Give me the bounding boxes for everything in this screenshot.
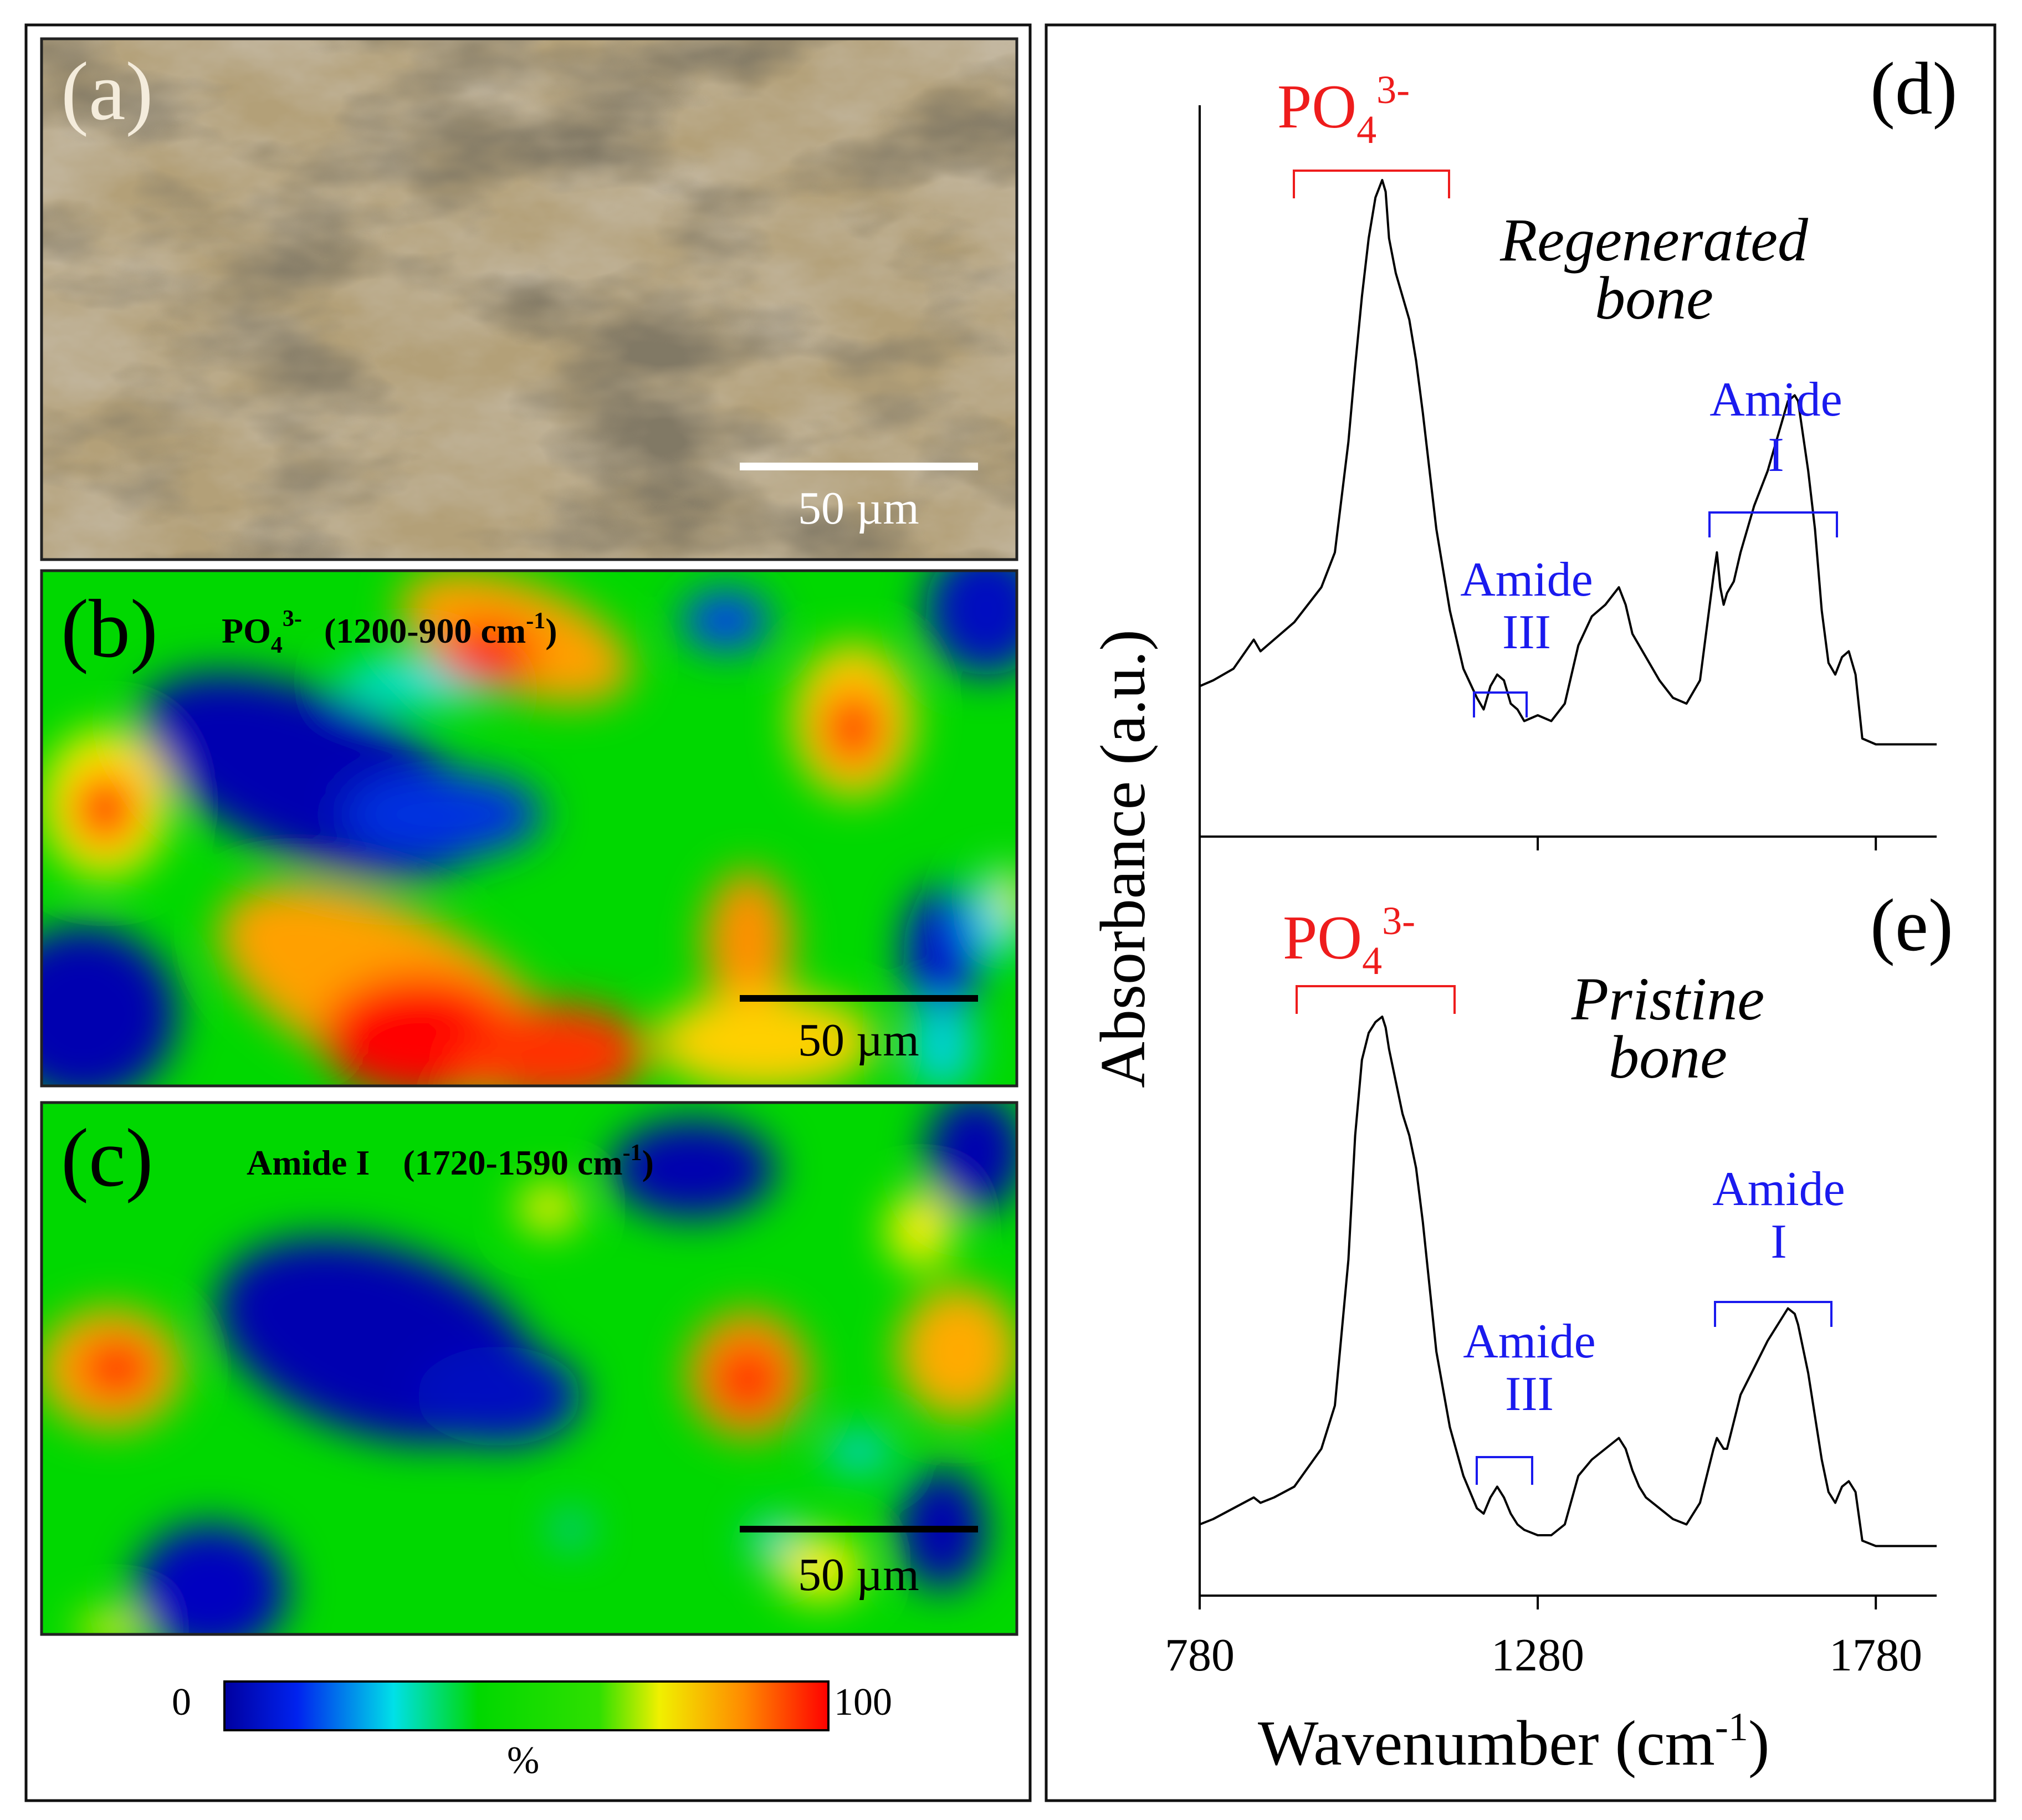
panel-d-label: (d) [1870, 48, 1957, 130]
bracket-po4-d [1293, 170, 1450, 198]
annotation-amide-i-num-d: I [1768, 428, 1784, 482]
tick-label-1780: 1780 [1829, 1629, 1922, 1681]
annotation-amide-iii-word-d: Amide [1460, 553, 1593, 607]
panel-c-title: Amide I (1720-1590 cm-1) [247, 1140, 654, 1182]
panel-d-title-line2: bone [1595, 264, 1713, 332]
panel-e-title-line2: bone [1609, 1023, 1727, 1091]
spectra: 780 1280 1780 Wavenumber (cm-1) Absorban… [1088, 48, 1957, 1779]
annotation-amide-iii-num-e: III [1505, 1367, 1554, 1421]
panel-c-label: (c) [61, 1112, 153, 1204]
colorbar-min-label: 0 [172, 1681, 191, 1724]
bracket-po4-e [1296, 985, 1456, 1014]
panel-a-label: (a) [61, 45, 153, 137]
panel-c-scalebar-label: 50 µm [798, 1549, 919, 1601]
annotation-po4-d: PO43- [1277, 68, 1410, 152]
colorbar-unit: % [507, 1739, 539, 1782]
tick-label-780: 780 [1165, 1629, 1235, 1681]
annotation-amide-iii-num-d: III [1502, 606, 1551, 659]
bracket-amide-iii-d [1473, 691, 1528, 717]
x-axis-title: Wavenumber (cm-1) [1258, 1705, 1769, 1779]
spectrum-line-pristine [1199, 1016, 1937, 1547]
bracket-amide-i-d [1708, 511, 1838, 537]
panel-b-label: (b) [61, 583, 158, 675]
panel-c: (c) Amide I (1720-1590 cm-1) 50 µm [40, 1101, 1018, 1636]
panel-a: (a) 50 µm [40, 37, 1018, 561]
colorbar: 0 100 % [172, 1680, 892, 1782]
tick-label-1280: 1280 [1491, 1629, 1584, 1681]
panel-e-label: (e) [1870, 884, 1953, 967]
annotation-amide-iii-word-e: Amide [1463, 1315, 1596, 1368]
panel-b-scalebar-label: 50 µm [798, 1014, 919, 1066]
panel-a-scalebar-label: 50 µm [798, 483, 919, 534]
annotation-po4-e: PO43- [1283, 899, 1415, 983]
colorbar-max-label: 100 [834, 1681, 892, 1724]
bracket-amide-iii-e [1476, 1456, 1533, 1485]
annotation-amide-i-word-d: Amide [1709, 373, 1842, 427]
bracket-amide-i-e [1714, 1301, 1832, 1327]
colorbar-gradient [223, 1680, 830, 1731]
spectrum-line-regenerated [1199, 179, 1937, 746]
left-frame [24, 23, 1032, 1802]
panel-e-title-line1: Pristine [1571, 965, 1764, 1033]
panel-b-title: PO43- (1200-900 cm-1) [222, 606, 557, 658]
annotation-amide-i-num-e: I [1770, 1215, 1786, 1269]
ticks-e [1199, 1596, 1877, 1609]
annotation-amide-i-word-e: Amide [1712, 1162, 1845, 1216]
panel-b: (b) PO43- (1200-900 cm-1) 50 µm [40, 569, 1018, 1088]
panel-d-title-line1: Regenerated [1499, 206, 1809, 274]
y-axis-title: Absorbance (a.u.) [1088, 629, 1159, 1088]
ticks-d [1199, 837, 1877, 850]
right-frame [1045, 23, 1997, 1802]
